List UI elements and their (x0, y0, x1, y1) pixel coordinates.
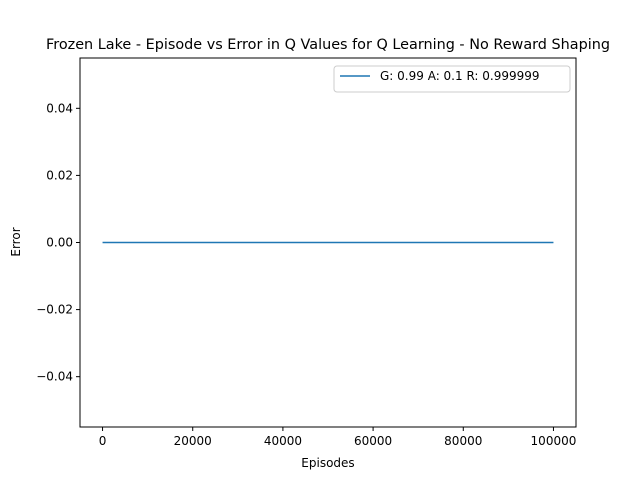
legend: G: 0.99 A: 0.1 R: 0.999999 (333, 65, 571, 93)
x-axis-label: Episodes (301, 456, 354, 470)
x-tick-label: 60000 (354, 434, 392, 448)
y-axis-label: Error (9, 227, 23, 256)
x-tick-label: 40000 (264, 434, 302, 448)
y-tick-label: −0.02 (36, 303, 73, 317)
x-tick-label: 0 (99, 434, 107, 448)
chart-title: Frozen Lake - Episode vs Error in Q Valu… (46, 37, 610, 53)
x-tick-label: 100000 (531, 434, 577, 448)
y-tick-label: 0.00 (46, 236, 73, 250)
legend-box (333, 65, 571, 93)
legend-label: G: 0.99 A: 0.1 R: 0.999999 (380, 69, 540, 83)
x-tick-label: 20000 (174, 434, 212, 448)
y-tick-label: 0.02 (46, 168, 73, 182)
y-axis-ticks: −0.04 −0.02 0.00 0.02 0.04 (36, 101, 80, 384)
y-tick-label: 0.04 (46, 101, 73, 115)
x-tick-label: 80000 (444, 434, 482, 448)
x-axis-ticks: 0 20000 40000 60000 80000 100000 (99, 427, 577, 448)
y-tick-label: −0.04 (36, 370, 73, 384)
